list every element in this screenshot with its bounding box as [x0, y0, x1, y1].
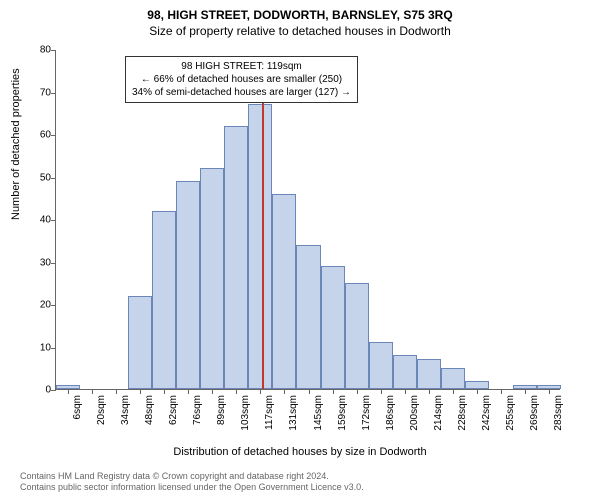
footer-line1: Contains HM Land Registry data © Crown c…	[20, 471, 364, 483]
x-tick-label: 103sqm	[240, 395, 251, 445]
x-tick	[549, 389, 550, 394]
footer-attribution: Contains HM Land Registry data © Crown c…	[20, 471, 364, 494]
y-tick-label: 10	[26, 342, 51, 353]
histogram-bar	[345, 283, 369, 389]
histogram-bar	[152, 211, 176, 390]
histogram-bar	[441, 368, 465, 389]
y-tick	[51, 50, 56, 51]
y-tick-label: 40	[26, 215, 51, 226]
annotation-line1: 98 HIGH STREET: 119sqm	[132, 60, 351, 73]
x-tick-label: 34sqm	[120, 395, 131, 445]
x-axis-label: Distribution of detached houses by size …	[0, 446, 600, 458]
histogram-bar	[296, 245, 320, 390]
y-axis-label: Number of detached properties	[10, 68, 22, 220]
x-tick-label: 159sqm	[337, 395, 348, 445]
y-tick	[51, 135, 56, 136]
x-tick	[525, 389, 526, 394]
x-tick	[333, 389, 334, 394]
x-tick-label: 214sqm	[433, 395, 444, 445]
y-tick-label: 30	[26, 257, 51, 268]
x-tick	[453, 389, 454, 394]
y-tick	[51, 220, 56, 221]
histogram-bar	[176, 181, 200, 389]
x-tick	[357, 389, 358, 394]
histogram-bar	[224, 126, 248, 390]
histogram-bar	[200, 168, 224, 389]
x-tick-label: 228sqm	[457, 395, 468, 445]
histogram-bar	[393, 355, 417, 389]
x-tick	[116, 389, 117, 394]
histogram-bar	[248, 104, 272, 389]
histogram-bar	[272, 194, 296, 390]
x-tick	[405, 389, 406, 394]
x-tick	[236, 389, 237, 394]
x-tick-label: 6sqm	[72, 395, 83, 445]
x-tick	[501, 389, 502, 394]
x-tick-label: 89sqm	[216, 395, 227, 445]
y-tick-label: 80	[26, 45, 51, 56]
x-tick	[381, 389, 382, 394]
x-tick-label: 76sqm	[192, 395, 203, 445]
annotation-line2: ← 66% of detached houses are smaller (25…	[132, 73, 351, 86]
y-tick-label: 50	[26, 172, 51, 183]
x-tick	[188, 389, 189, 394]
x-tick	[68, 389, 69, 394]
x-tick-label: 269sqm	[529, 395, 540, 445]
y-tick	[51, 263, 56, 264]
footer-line2: Contains public sector information licen…	[20, 482, 364, 494]
x-tick-label: 186sqm	[385, 395, 396, 445]
x-tick-label: 172sqm	[361, 395, 372, 445]
annotation-line3: 34% of semi-detached houses are larger (…	[132, 86, 351, 99]
histogram-bar	[128, 296, 152, 390]
y-tick-label: 20	[26, 300, 51, 311]
x-tick	[477, 389, 478, 394]
x-tick	[284, 389, 285, 394]
y-tick	[51, 178, 56, 179]
histogram-bar	[465, 381, 489, 390]
reference-marker-line	[262, 92, 264, 390]
y-tick	[51, 348, 56, 349]
x-tick	[260, 389, 261, 394]
y-tick	[51, 93, 56, 94]
histogram-bar	[417, 359, 441, 389]
x-tick-label: 48sqm	[144, 395, 155, 445]
x-tick	[140, 389, 141, 394]
x-tick-label: 242sqm	[481, 395, 492, 445]
y-tick-label: 60	[26, 130, 51, 141]
x-tick-label: 62sqm	[168, 395, 179, 445]
x-tick-label: 145sqm	[313, 395, 324, 445]
x-tick	[309, 389, 310, 394]
y-tick	[51, 390, 56, 391]
histogram-bar	[369, 342, 393, 389]
x-tick	[429, 389, 430, 394]
chart-area: 010203040506070806sqm20sqm34sqm48sqm62sq…	[55, 50, 560, 390]
x-tick-label: 20sqm	[96, 395, 107, 445]
chart-title-main: 98, HIGH STREET, DODWORTH, BARNSLEY, S75…	[0, 0, 600, 22]
x-tick	[212, 389, 213, 394]
y-tick-label: 70	[26, 87, 51, 98]
histogram-bar	[321, 266, 345, 389]
annotation-box: 98 HIGH STREET: 119sqm ← 66% of detached…	[125, 56, 358, 103]
x-tick-label: 200sqm	[409, 395, 420, 445]
x-tick-label: 131sqm	[288, 395, 299, 445]
x-tick	[92, 389, 93, 394]
y-tick-label: 0	[26, 385, 51, 396]
chart-title-sub: Size of property relative to detached ho…	[0, 22, 600, 38]
x-tick-label: 117sqm	[264, 395, 275, 445]
x-tick-label: 255sqm	[505, 395, 516, 445]
x-tick-label: 283sqm	[553, 395, 564, 445]
x-tick	[164, 389, 165, 394]
y-tick	[51, 305, 56, 306]
